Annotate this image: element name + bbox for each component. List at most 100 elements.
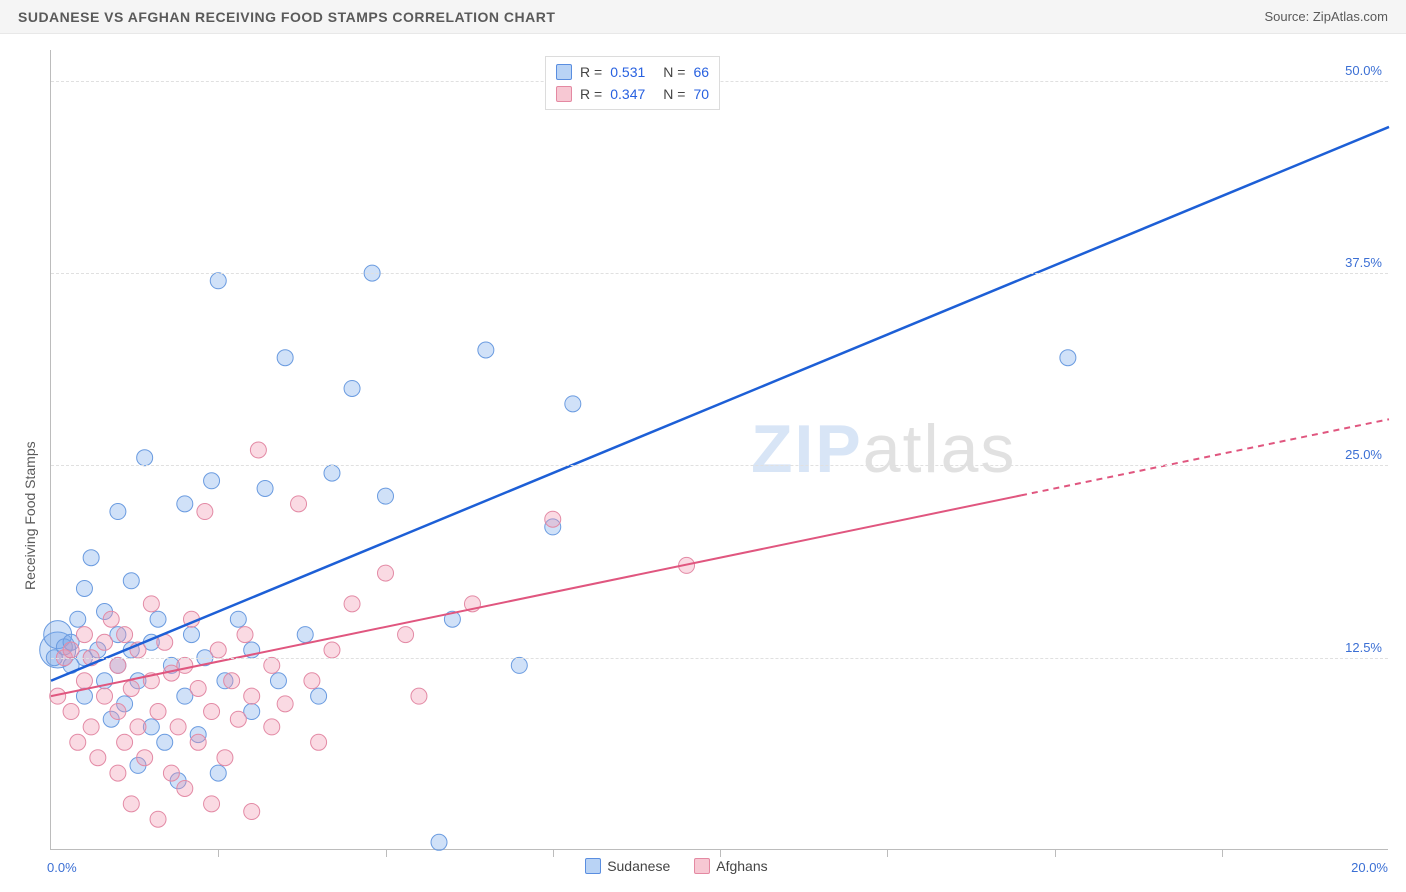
data-point bbox=[204, 704, 220, 720]
data-point bbox=[90, 750, 106, 766]
data-point bbox=[431, 834, 447, 850]
data-point bbox=[224, 673, 240, 689]
data-point bbox=[83, 550, 99, 566]
plot-area: ZIPatlas 12.5%25.0%37.5%50.0%0.0%20.0% bbox=[50, 50, 1388, 850]
data-point bbox=[291, 496, 307, 512]
data-point bbox=[117, 734, 133, 750]
data-point bbox=[244, 804, 260, 820]
y-tick-label: 12.5% bbox=[1345, 640, 1382, 655]
data-point bbox=[110, 704, 126, 720]
data-point bbox=[103, 611, 119, 627]
gridline bbox=[51, 273, 1388, 274]
data-point bbox=[324, 642, 340, 658]
y-tick-label: 50.0% bbox=[1345, 63, 1382, 78]
data-point bbox=[76, 580, 92, 596]
data-point bbox=[411, 688, 427, 704]
data-point bbox=[264, 719, 280, 735]
x-tick bbox=[887, 849, 888, 857]
data-point bbox=[511, 657, 527, 673]
data-point bbox=[110, 765, 126, 781]
legend-item: Sudanese bbox=[585, 858, 670, 874]
data-point bbox=[190, 734, 206, 750]
data-point bbox=[70, 734, 86, 750]
data-point bbox=[97, 688, 113, 704]
data-point bbox=[565, 396, 581, 412]
data-point bbox=[545, 511, 561, 527]
r-legend-row: R =0.531N =66 bbox=[556, 61, 709, 83]
data-point bbox=[264, 657, 280, 673]
x-tick bbox=[553, 849, 554, 857]
data-point bbox=[311, 688, 327, 704]
data-point bbox=[137, 750, 153, 766]
data-point bbox=[190, 680, 206, 696]
data-point bbox=[297, 627, 313, 643]
data-point bbox=[63, 704, 79, 720]
data-point bbox=[277, 350, 293, 366]
data-point bbox=[257, 480, 273, 496]
legend-swatch bbox=[585, 858, 601, 874]
data-point bbox=[230, 611, 246, 627]
data-point bbox=[130, 719, 146, 735]
data-point bbox=[123, 573, 139, 589]
data-point bbox=[177, 496, 193, 512]
data-point bbox=[123, 796, 139, 812]
trend-line bbox=[51, 495, 1021, 696]
data-point bbox=[210, 642, 226, 658]
data-point bbox=[150, 611, 166, 627]
gridline bbox=[51, 465, 1388, 466]
data-point bbox=[1060, 350, 1076, 366]
y-tick-label: 25.0% bbox=[1345, 447, 1382, 462]
y-tick-label: 37.5% bbox=[1345, 255, 1382, 270]
data-point bbox=[197, 504, 213, 520]
series-legend: Sudanese Afghans bbox=[585, 858, 767, 874]
data-point bbox=[398, 627, 414, 643]
data-point bbox=[70, 611, 86, 627]
data-point bbox=[378, 565, 394, 581]
data-point bbox=[378, 488, 394, 504]
data-point bbox=[143, 596, 159, 612]
gridline bbox=[51, 658, 1388, 659]
data-point bbox=[217, 750, 233, 766]
x-tick-label: 20.0% bbox=[1351, 860, 1388, 875]
data-point bbox=[304, 673, 320, 689]
x-tick bbox=[1222, 849, 1223, 857]
data-point bbox=[117, 627, 133, 643]
data-point bbox=[204, 796, 220, 812]
data-point bbox=[210, 273, 226, 289]
data-point bbox=[76, 673, 92, 689]
y-axis-label: Receiving Food Stamps bbox=[22, 441, 38, 590]
data-point bbox=[170, 719, 186, 735]
data-point bbox=[163, 765, 179, 781]
data-point bbox=[210, 765, 226, 781]
data-point bbox=[311, 734, 327, 750]
trend-line bbox=[51, 127, 1389, 681]
data-point bbox=[63, 642, 79, 658]
source-label: Source: ZipAtlas.com bbox=[1264, 9, 1388, 24]
data-point bbox=[183, 627, 199, 643]
scatter-svg bbox=[51, 50, 1389, 850]
data-point bbox=[237, 627, 253, 643]
data-point bbox=[137, 450, 153, 466]
data-point bbox=[177, 657, 193, 673]
x-tick bbox=[218, 849, 219, 857]
data-point bbox=[277, 696, 293, 712]
data-point bbox=[344, 596, 360, 612]
x-tick bbox=[386, 849, 387, 857]
legend-swatch bbox=[694, 858, 710, 874]
data-point bbox=[97, 634, 113, 650]
header-bar: SUDANESE VS AFGHAN RECEIVING FOOD STAMPS… bbox=[0, 0, 1406, 34]
data-point bbox=[76, 627, 92, 643]
data-point bbox=[177, 780, 193, 796]
data-point bbox=[250, 442, 266, 458]
x-tick bbox=[1055, 849, 1056, 857]
data-point bbox=[244, 688, 260, 704]
data-point bbox=[230, 711, 246, 727]
trend-line-dashed bbox=[1021, 419, 1389, 495]
data-point bbox=[157, 734, 173, 750]
data-point bbox=[110, 504, 126, 520]
legend-swatch bbox=[556, 64, 572, 80]
data-point bbox=[478, 342, 494, 358]
data-point bbox=[150, 811, 166, 827]
legend-item: Afghans bbox=[694, 858, 767, 874]
data-point bbox=[123, 680, 139, 696]
